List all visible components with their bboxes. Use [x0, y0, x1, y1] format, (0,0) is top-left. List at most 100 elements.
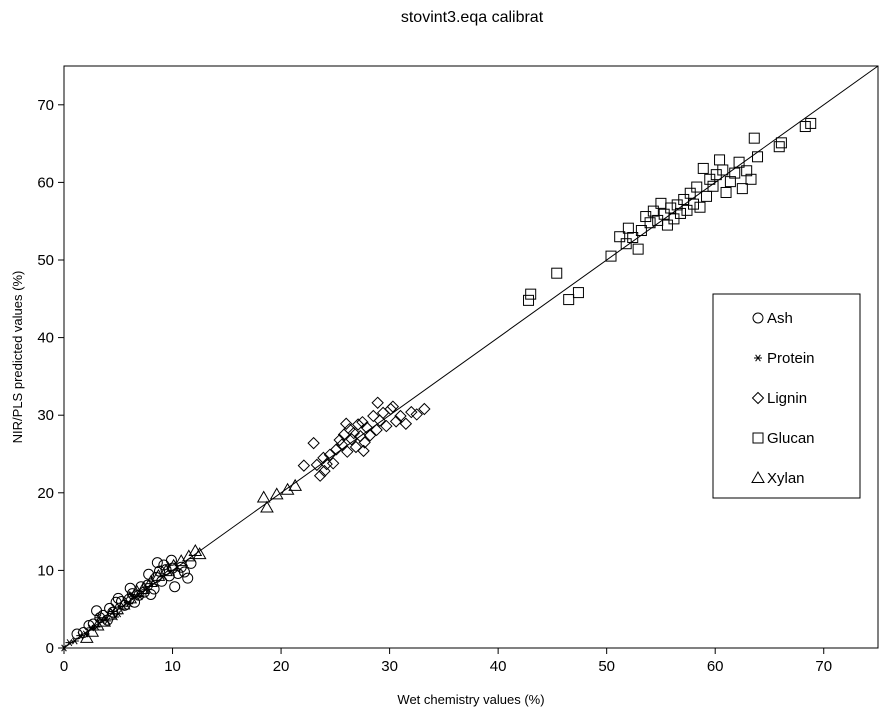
x-tick-label-2: 20	[273, 658, 290, 675]
xylan-point-3	[97, 614, 112, 627]
series-glucan	[523, 117, 817, 306]
glucan-point-5	[605, 250, 617, 262]
xylan-point-10	[143, 575, 158, 588]
glucan-point-2	[551, 267, 563, 279]
glucan-point-44	[752, 151, 764, 163]
lignin-point-16	[351, 418, 365, 431]
lignin-point-18	[356, 415, 369, 429]
ash-point-33	[178, 566, 190, 578]
data-points	[60, 117, 817, 652]
x-axis-label: Wet chemistry values (%)	[397, 692, 544, 707]
lignin-point-28	[389, 415, 403, 428]
plot-frame	[63, 65, 879, 649]
lignin-point-33	[418, 402, 431, 416]
lignin-point-29	[394, 409, 407, 423]
lignin-point-31	[405, 405, 418, 419]
x-tick-label-4: 40	[490, 658, 507, 675]
protein-point-1	[65, 639, 74, 647]
legend-lignin-marker	[751, 391, 765, 405]
lignin-point-5	[323, 448, 337, 461]
lignin-point-35	[318, 464, 331, 478]
lignin-point-38	[371, 396, 384, 409]
glucan-point-29	[697, 162, 709, 174]
glucan-point-34	[714, 154, 726, 166]
x-tick-label-3: 30	[381, 658, 398, 675]
y-tick-label-2: 20	[37, 485, 54, 502]
x-tick-label-1: 10	[164, 658, 181, 675]
protein-point-2	[70, 637, 79, 645]
lignin-point-11	[341, 445, 354, 458]
y-tick-label-0: 0	[46, 640, 54, 657]
xylan-point-6	[116, 597, 131, 610]
xylan-point-18	[256, 490, 271, 503]
reference-line-group	[63, 65, 879, 649]
x-tick-label-6: 60	[707, 658, 724, 675]
lignin-point-27	[384, 402, 397, 416]
xylan-point-14	[174, 554, 189, 567]
glucan-point-25	[684, 187, 696, 199]
glucan-point-41	[741, 165, 753, 177]
glucan-point-42	[745, 173, 757, 185]
ash-point-34	[182, 572, 194, 584]
legend-protein-marker	[754, 354, 762, 362]
glucan-point-1	[525, 288, 537, 300]
lignin-point-0	[307, 436, 320, 450]
lignin-point-9	[335, 438, 349, 451]
ash-point-31	[172, 568, 184, 580]
glucan-point-26	[687, 198, 699, 210]
glucan-point-48	[805, 117, 817, 129]
legend-ash-marker	[752, 312, 764, 324]
glucan-point-4	[572, 287, 584, 299]
lignin-point-34	[297, 459, 311, 472]
legend-glucan-label: Glucan	[767, 430, 815, 447]
protein-point-15	[141, 586, 150, 594]
xylan-point-7	[123, 591, 138, 604]
lignin-point-19	[358, 436, 371, 449]
y-tick-label-7: 70	[37, 97, 54, 114]
ash-point-30	[169, 581, 181, 593]
lignin-point-32	[410, 408, 423, 421]
glucan-point-36	[720, 186, 732, 198]
lignin-point-22	[367, 409, 380, 423]
y-tick-label-1: 10	[37, 562, 54, 579]
glucan-point-45	[773, 141, 785, 153]
glucan-point-39	[733, 156, 745, 168]
protein-point-0	[60, 644, 68, 652]
y-tick-label-3: 30	[37, 407, 54, 424]
glucan-point-40	[736, 183, 748, 195]
glucan-point-10	[632, 243, 644, 255]
ash-point-21	[145, 588, 157, 600]
lignin-point-6	[326, 457, 340, 470]
xylan-point-11	[151, 568, 166, 581]
xylan-point-19	[260, 500, 274, 513]
lignin-point-7	[330, 443, 343, 456]
glucan-point-43	[748, 132, 760, 144]
glucan-point-37	[724, 176, 736, 188]
xylan-point-2	[90, 618, 105, 631]
series-lignin	[297, 396, 431, 482]
lignin-point-3	[317, 451, 330, 465]
glucan-point-14	[647, 205, 659, 217]
chart-title: stovint3.eqa calibrat	[401, 9, 544, 26]
glucan-point-17	[658, 208, 670, 220]
legend: Ash Protein Lignin Glucan Xylan	[751, 310, 815, 487]
lignin-point-36	[339, 417, 353, 430]
lignin-point-4	[320, 457, 333, 471]
lignin-point-37	[357, 444, 370, 458]
glucan-point-3	[563, 294, 575, 306]
legend-glucan-marker	[752, 432, 764, 444]
glucan-point-13	[644, 217, 656, 229]
glucan-point-16	[655, 197, 667, 209]
xylan-point-21	[280, 482, 295, 495]
legend-ash-label: Ash	[767, 310, 793, 327]
glucan-point-38	[729, 167, 741, 179]
xylan-point-5	[110, 602, 125, 615]
glucan-point-28	[694, 201, 706, 213]
x-tick-label-7: 70	[815, 658, 832, 675]
legend-box	[712, 293, 861, 499]
glucan-point-18	[661, 219, 673, 231]
protein-point-3	[76, 632, 85, 640]
legend-xylan-marker	[751, 470, 765, 483]
glucan-point-35	[717, 164, 729, 176]
